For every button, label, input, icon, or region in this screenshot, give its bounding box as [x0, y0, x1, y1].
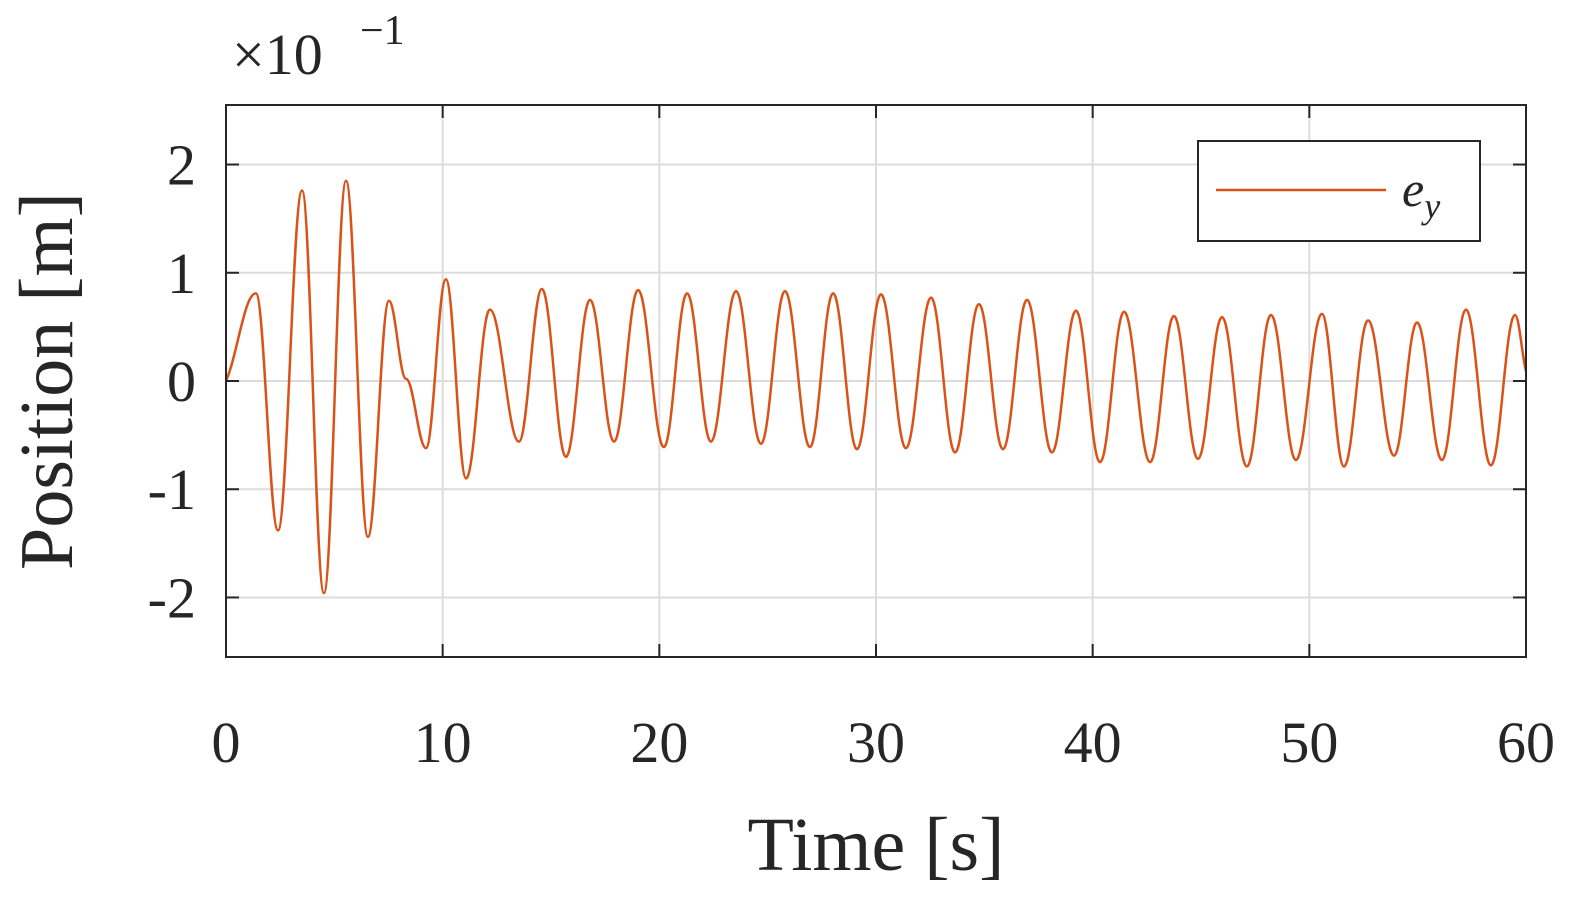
y-multiplier-exponent: −1: [360, 8, 405, 54]
x-tick-label: 60: [1497, 710, 1555, 775]
legend-label: ey: [1402, 161, 1440, 226]
y-tick-label: -2: [148, 565, 196, 630]
y-multiplier: ×10: [232, 22, 323, 87]
y-axis-label: Position [m]: [5, 192, 89, 570]
y-tick-label: 0: [167, 349, 196, 414]
x-tick-label: 30: [847, 710, 905, 775]
x-tick-label: 20: [630, 710, 688, 775]
x-tick-label: 0: [212, 710, 241, 775]
x-tick-label: 10: [414, 710, 472, 775]
x-tick-label: 40: [1064, 710, 1122, 775]
y-tick-label: 1: [167, 241, 196, 306]
x-axis-label: Time [s]: [748, 803, 1005, 887]
x-tick-label: 50: [1280, 710, 1338, 775]
data-line: [224, 179, 1528, 595]
y-tick-label: -1: [148, 457, 196, 522]
y-tick-label: 2: [167, 133, 196, 198]
